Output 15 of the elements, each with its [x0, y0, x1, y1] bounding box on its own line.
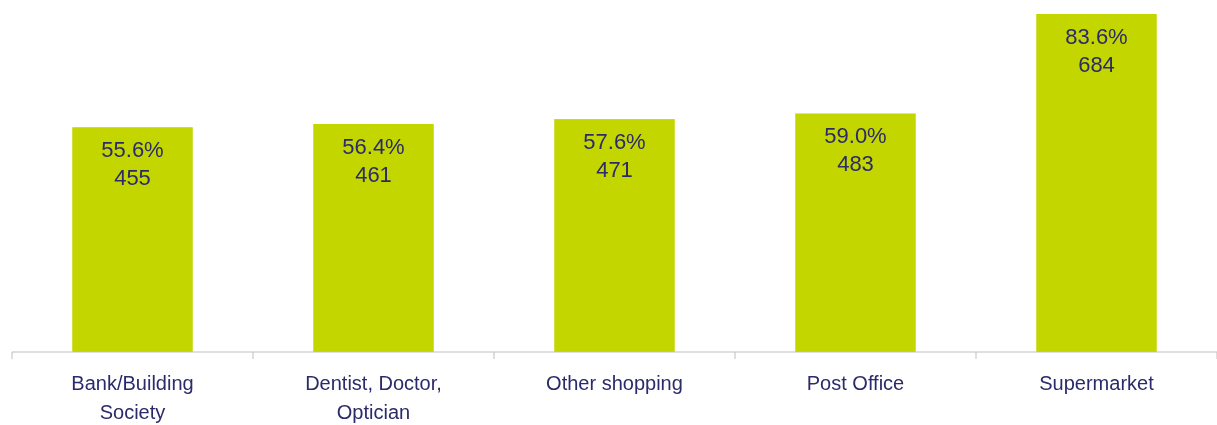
- x-tick-label: Supermarket: [1039, 372, 1155, 394]
- x-tick-label: Post Office: [806, 372, 905, 394]
- bar: [72, 127, 193, 352]
- data-label: 56.4% 461: [342, 133, 405, 187]
- bar: [795, 113, 916, 352]
- x-tick-label: Dentist, Doctor, Optician: [305, 372, 442, 423]
- bar: [1036, 14, 1157, 352]
- data-label: 55.6% 455: [101, 137, 164, 191]
- x-tick-label: Other shopping: [546, 372, 683, 394]
- data-label: 83.6% 684: [1065, 24, 1128, 77]
- data-label: 59.0% 483: [824, 123, 887, 177]
- x-tick-label: Bank/Building Society: [71, 372, 194, 423]
- bar: [313, 123, 434, 352]
- bar: [554, 119, 675, 352]
- data-label: 57.6% 471: [583, 129, 646, 183]
